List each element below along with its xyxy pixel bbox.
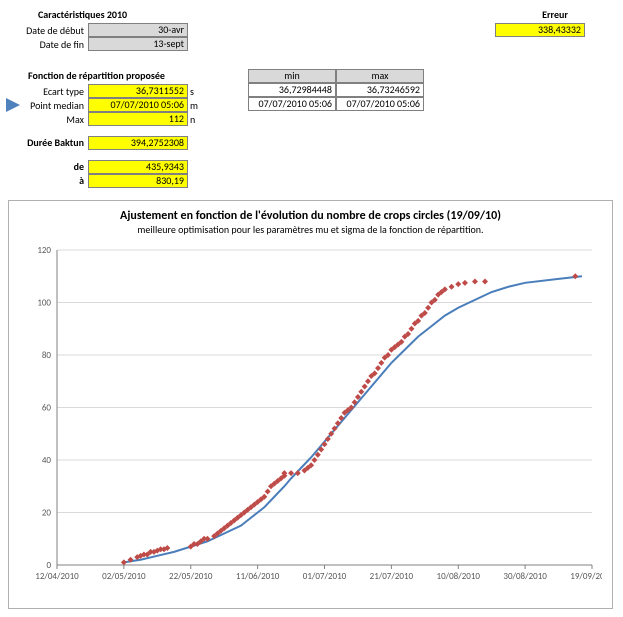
marker: [472, 279, 478, 285]
marker: [425, 305, 431, 311]
marker: [375, 365, 381, 371]
marker: [482, 279, 488, 285]
value: 36,7311552: [88, 84, 188, 98]
marker: [335, 420, 341, 426]
marker: [462, 280, 468, 286]
fit-line: [124, 276, 582, 562]
marker: [121, 559, 127, 565]
x-tick-label: 19/09/2010: [570, 571, 602, 582]
minmax-header: min max: [248, 69, 424, 83]
x-tick-label: 02/05/2010: [102, 571, 146, 582]
fonction-row-item: Max 112 n: [8, 112, 218, 126]
value: 112: [88, 112, 188, 126]
suffix: m: [188, 99, 198, 112]
label: Date de fin: [8, 38, 88, 51]
value: 830,19: [88, 174, 188, 188]
suffix: s: [188, 85, 194, 98]
y-tick-label: 20: [42, 508, 52, 519]
y-tick-label: 80: [42, 350, 52, 361]
y-tick-label: 0: [46, 560, 51, 571]
label: Ecart type: [8, 85, 88, 98]
baktun-value: 394,2752308: [88, 136, 188, 150]
marker: [449, 284, 455, 290]
max-header: max: [336, 69, 424, 83]
value: 07/07/2010 05:06: [88, 98, 188, 112]
y-tick-label: 100: [37, 298, 51, 309]
minmax-cell: 36,73246592: [336, 83, 424, 97]
de-a-block: de 435,9343à 830,19: [8, 160, 615, 188]
marker: [365, 378, 371, 384]
marker: [358, 389, 364, 395]
marker: [572, 273, 578, 279]
de-a-row: de 435,9343: [8, 160, 615, 174]
minmax-cell: 07/07/2010 05:06: [336, 97, 424, 111]
fonction-block: Fonction de répartition proposée Ecart t…: [8, 69, 218, 126]
value: 30-avr: [88, 23, 188, 37]
marker: [408, 326, 414, 332]
y-tick-label: 40: [42, 455, 52, 466]
value: 435,9343: [88, 160, 188, 174]
label: de: [8, 160, 88, 173]
fonction-row-item: Point median 07/07/2010 05:06 m: [8, 98, 218, 112]
fonction-title: Fonction de répartition proposée: [8, 69, 218, 82]
x-tick-label: 12/04/2010: [35, 571, 79, 582]
baktun-title: Durée Baktun: [8, 136, 88, 149]
minmax-row: 36,7298444836,73246592: [248, 83, 424, 97]
value: 13-sept: [88, 37, 188, 51]
minmax-cell: 36,72984448: [248, 83, 336, 97]
arrow-icon: [6, 98, 20, 112]
marker: [378, 360, 384, 366]
marker: [295, 470, 301, 476]
top-row: Caractéristiques 2010 Date de début 30-a…: [8, 8, 615, 51]
erreur-value: 338,43332: [495, 23, 585, 37]
minmax-table: min max 36,7298444836,7324659207/07/2010…: [248, 69, 424, 126]
x-tick-label: 10/08/2010: [437, 571, 481, 582]
erreur-title: Erreur: [495, 8, 615, 21]
marker: [362, 384, 368, 390]
fonction-row: Fonction de répartition proposée Ecart t…: [8, 69, 615, 126]
label: Date de début: [8, 24, 88, 37]
label: Point median: [8, 99, 88, 112]
label: Max: [8, 113, 88, 126]
chart-title: Ajustement en fonction de l'évolution du…: [17, 209, 604, 223]
x-tick-label: 21/07/2010: [370, 571, 414, 582]
x-tick-label: 22/05/2010: [169, 571, 213, 582]
x-tick-label: 30/08/2010: [503, 571, 547, 582]
erreur-block: Erreur 338,43332: [495, 8, 615, 51]
x-tick-label: 11/06/2010: [236, 571, 280, 582]
chart-subtitle: meilleure optimisation pour les paramètr…: [17, 223, 604, 236]
suffix: n: [188, 113, 195, 126]
chart-container: Ajustement en fonction de l'évolution du…: [8, 200, 613, 609]
label: à: [8, 174, 88, 187]
baktun-block: Durée Baktun 394,2752308: [8, 136, 615, 150]
marker: [455, 281, 461, 287]
de-a-row: à 830,19: [8, 174, 615, 188]
minmax-cell: 07/07/2010 05:06: [248, 97, 336, 111]
caracteristiques-rows: Date de début 30-avrDate de fin 13-sept: [8, 23, 208, 51]
marker: [311, 457, 317, 463]
minmax-row: 07/07/2010 05:0607/07/2010 05:06: [248, 97, 424, 111]
chart-svg: 0 20 40 60 80 100 120 12/04/2010 02/05/2010 22/05…: [17, 240, 602, 600]
x-tick-label: 01/07/2010: [303, 571, 347, 582]
min-header: min: [248, 69, 336, 83]
caracteristiques-block: Caractéristiques 2010 Date de début 30-a…: [8, 8, 208, 51]
marker: [322, 441, 328, 447]
caracteristiques-row: Date de début 30-avr: [8, 23, 208, 37]
caracteristiques-title: Caractéristiques 2010: [8, 8, 208, 21]
caracteristiques-row: Date de fin 13-sept: [8, 37, 208, 51]
y-tick-label: 120: [37, 245, 51, 256]
marker: [265, 489, 271, 495]
y-tick-label: 60: [42, 403, 52, 414]
fonction-row-item: Ecart type 36,7311552 s: [8, 84, 218, 98]
